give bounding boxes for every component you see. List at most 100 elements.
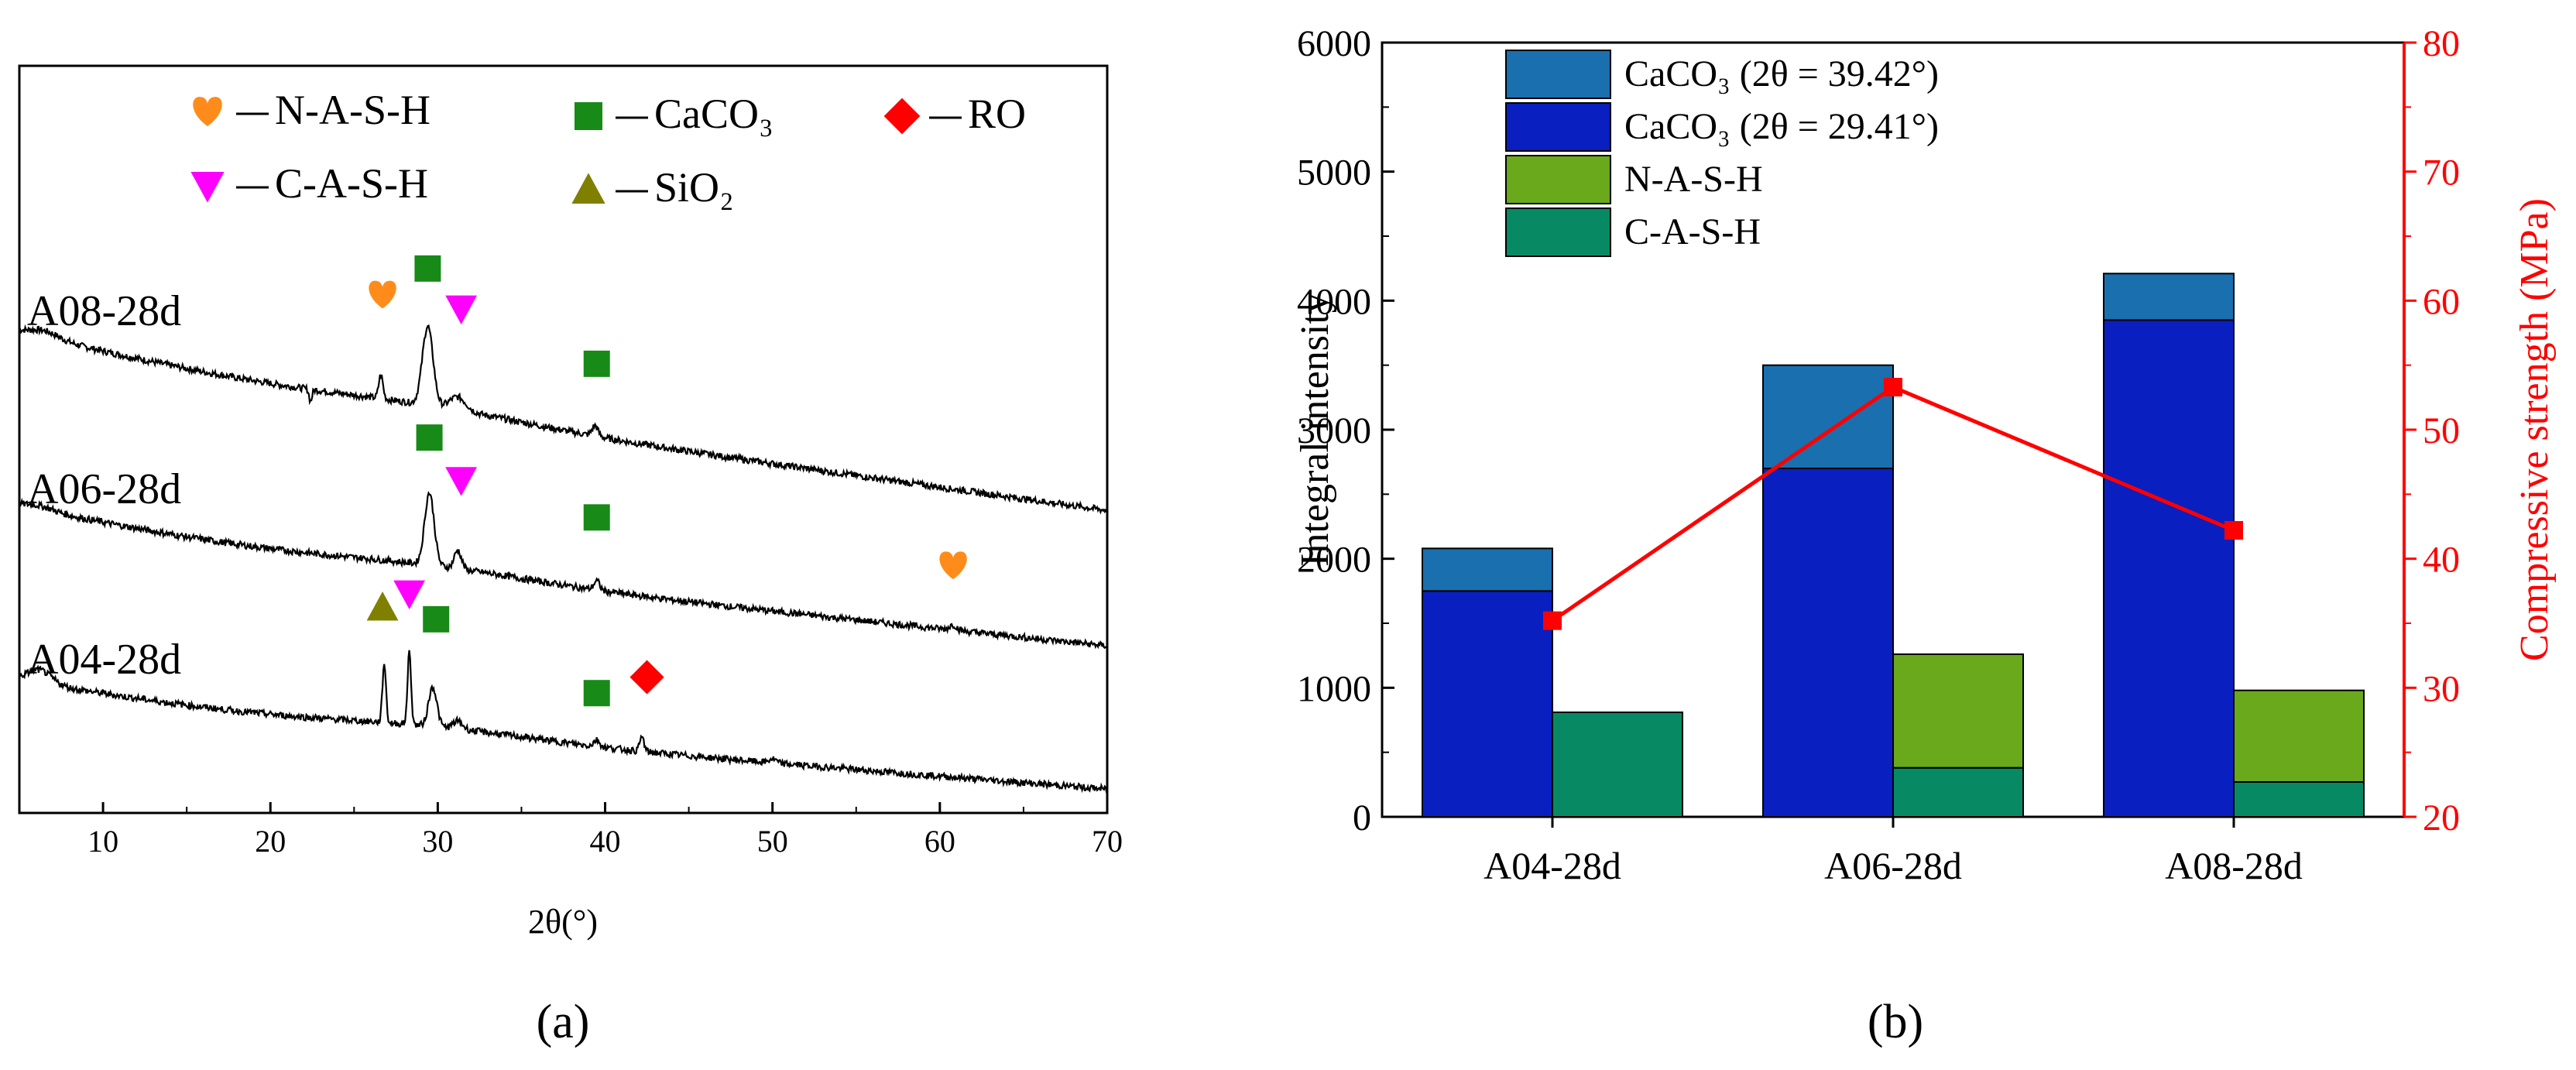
panel-a-marker-c-a-s-h-triangle-down-icon [445,295,478,324]
panel-b-y2-tick-label: 50 [2423,410,2460,451]
panel-a-marker-caco-square-icon-shape [583,504,610,531]
panel-b-y-tick-label: 6000 [1297,23,1371,64]
panel-b-bar-caco-2-39-42-a06-28d [1762,364,1894,469]
panel-a-legend-triangle-down-icon-shape [190,172,225,203]
panel-a-trace-a04-28d [19,650,1109,795]
panel-b-strength-line [1543,378,2243,630]
panel-a-legend-label: SiO₂ [654,164,734,211]
panel-a-x-tick-label: 30 [422,824,453,859]
panel-a-marker-c-a-s-h-triangle-down-icon-shape [445,467,478,496]
panel-a-legend-triangle-up-icon-shape [571,173,605,204]
panel-a-marker-caco-square-icon [583,680,610,707]
panel-b-bar-caco-2-29-41-a04-28d [1422,590,1553,818]
panel-b-intensity-bar-chart: CaCO₃ (2θ = 39.42°) CaCO₃ (2θ = 29.41°) N-… [1293,23,2557,1048]
panel-a-x-tick-label: 50 [757,824,788,859]
panel-a-trace-a06-28d [18,491,1108,650]
panel-b-y2-tick-label: 70 [2423,153,2460,194]
panel-a-sample-labels: A08-28d A06-28d A04-28d [27,287,181,684]
panel-a-marker-sio-triangle-up-icon [366,592,399,621]
panel-b-x-axis: A04-28d A06-28d A08-28d [1484,817,2303,887]
panel-a-marker-c-a-s-h-triangle-down-icon [393,580,426,610]
panel-a-trace-a08-28d [19,324,1108,515]
panel-a-marker-caco-square-icon [416,424,443,451]
panel-a-x-axis: 10 20 30 40 50 60 70 [19,802,1123,859]
panel-a-marker-caco-square-icon [423,605,450,633]
panel-b-bar-n-a-s-h-a08-28d [2233,689,2365,784]
panel-b-legend-item-n-a-s-h: N-A-S-H [1505,155,1763,204]
panel-a-marker-caco-square-icon [583,504,610,531]
panel-a-legend-item-c-a-s-h: C-A-S-H [190,160,428,207]
panel-a-x-axis-label: 2θ(°) [528,903,598,941]
panel-a-marker-n-a-s-h-heart-icon-shape [939,551,967,580]
panel-b-x-tick-label: A08-28d [2165,844,2303,887]
panel-b-y2-tick-label: 60 [2423,281,2460,322]
panel-b-y2-tick-label: 40 [2423,540,2460,581]
panel-a-sample-label: A04-28d [27,636,181,684]
panel-a-sample-label: A06-28d [27,465,181,513]
panel-b-bar-c-a-s-h-a08-28d [2233,781,2365,818]
panel-a-marker-caco-square-icon-shape [583,680,610,707]
panel-b-left-y-axis-label: Integral intensity [1293,293,1337,567]
panel-a-x-tick-label: 40 [590,824,621,859]
panel-a-legend-item-caco: CaCO₃ [575,91,773,137]
panel-b-y-tick-label: 4000 [1297,281,1371,322]
panel-a-marker-n-a-s-h-heart-icon [939,551,967,580]
panel-a-marker-caco-square-icon [414,255,441,282]
panel-b-legend-label: CaCO₃ (2θ = 29.41°) [1624,106,1939,147]
panel-a-marker-caco-square-icon-shape [416,424,443,451]
panel-b-strength-point-a04-28d [1543,611,1562,630]
panel-b-caption: (b) [1868,996,1923,1048]
panel-a-xrd-chart: N-A-S-H CaCO₃ RO C-A-S-H SiO₂ A08-28d A06-28d… [18,64,1123,1048]
panel-b-bar-n-a-s-h-a06-28d [1892,653,2024,769]
panel-a-marker-n-a-s-h-heart-icon-shape [369,280,396,309]
panel-b-left-y-axis: 0 1000 2000 3000 4000 5000 6000 [1297,23,1394,839]
panel-b-legend-item-caco-2-39-42: CaCO₃ (2θ = 39.42°) [1505,50,1939,99]
panel-b-legend-label: C-A-S-H [1624,211,1761,252]
panel-a-x-tick-label: 60 [924,824,955,859]
panel-b-legend-swatch [1505,207,1611,257]
panel-a-legend-item-sio: SiO₂ [571,164,734,211]
panel-b-y2-tick-label: 80 [2423,23,2460,64]
panel-a-marker-caco-square-icon-shape [414,255,441,282]
panel-a-legend-triangle-down-icon [190,172,225,203]
panel-b-y-tick-label: 2000 [1297,540,1371,581]
panel-a-legend-label: RO [968,91,1026,137]
panel-a-sample-label: A08-28d [27,287,181,335]
panel-a-legend-heart-icon [193,97,222,126]
panel-b-strength-point-a06-28d [1884,378,1902,396]
panel-a-legend-label: N-A-S-H [275,87,430,133]
panel-a-phase-markers [366,255,967,707]
panel-a-legend-square-icon [575,102,602,130]
panel-b-legend-swatch [1505,155,1611,204]
panel-b-legend-swatch [1505,50,1611,99]
panel-a-marker-ro-diamond-icon [629,660,664,694]
panel-b-y-tick-label: 5000 [1297,153,1371,194]
panel-b-y-tick-label: 0 [1353,797,1371,839]
panel-a-caption: (a) [537,996,590,1048]
panel-b-bar-c-a-s-h-a04-28d [1552,712,1683,818]
panel-a-x-tick-label: 70 [1092,824,1123,859]
panel-a-marker-c-a-s-h-triangle-down-icon-shape [445,295,478,324]
panel-a-plot-frame [18,64,1109,815]
panel-b-y2-tick-label: 30 [2423,668,2460,709]
panel-a-legend-label: C-A-S-H [275,160,428,207]
panel-b-legend-label: CaCO₃ (2θ = 39.42°) [1624,53,1939,94]
panel-a-marker-c-a-s-h-triangle-down-icon-shape [393,580,426,610]
panel-a-legend-item-n-a-s-h: N-A-S-H [193,87,430,133]
panel-b-y-tick-label: 1000 [1297,668,1371,709]
panel-a-marker-sio-triangle-up-icon-shape [366,592,399,621]
panel-b-bar-caco-2-39-42-a04-28d [1422,547,1553,592]
panel-a-legend-square-icon-shape [575,102,602,130]
panel-b-bar-caco-2-39-42-a08-28d [2103,273,2235,321]
panel-a-legend-item-ro: RO [883,91,1026,137]
panel-b-legend-item-c-a-s-h: C-A-S-H [1505,207,1761,257]
panel-b-bar-caco-2-29-41-a06-28d [1762,468,1894,818]
panel-a-marker-caco-square-icon-shape [583,350,610,377]
panel-a-legend-label: CaCO₃ [654,91,773,137]
panel-b-bars [1422,273,2365,818]
panel-a-legend-triangle-up-icon [571,173,605,204]
panel-b-right-y-axis-label: Compressive strength (MPa) [2513,198,2557,661]
panel-a-marker-caco-square-icon [583,350,610,377]
panel-b-y2-tick-label: 20 [2423,797,2460,839]
panel-a-marker-c-a-s-h-triangle-down-icon [445,467,478,496]
